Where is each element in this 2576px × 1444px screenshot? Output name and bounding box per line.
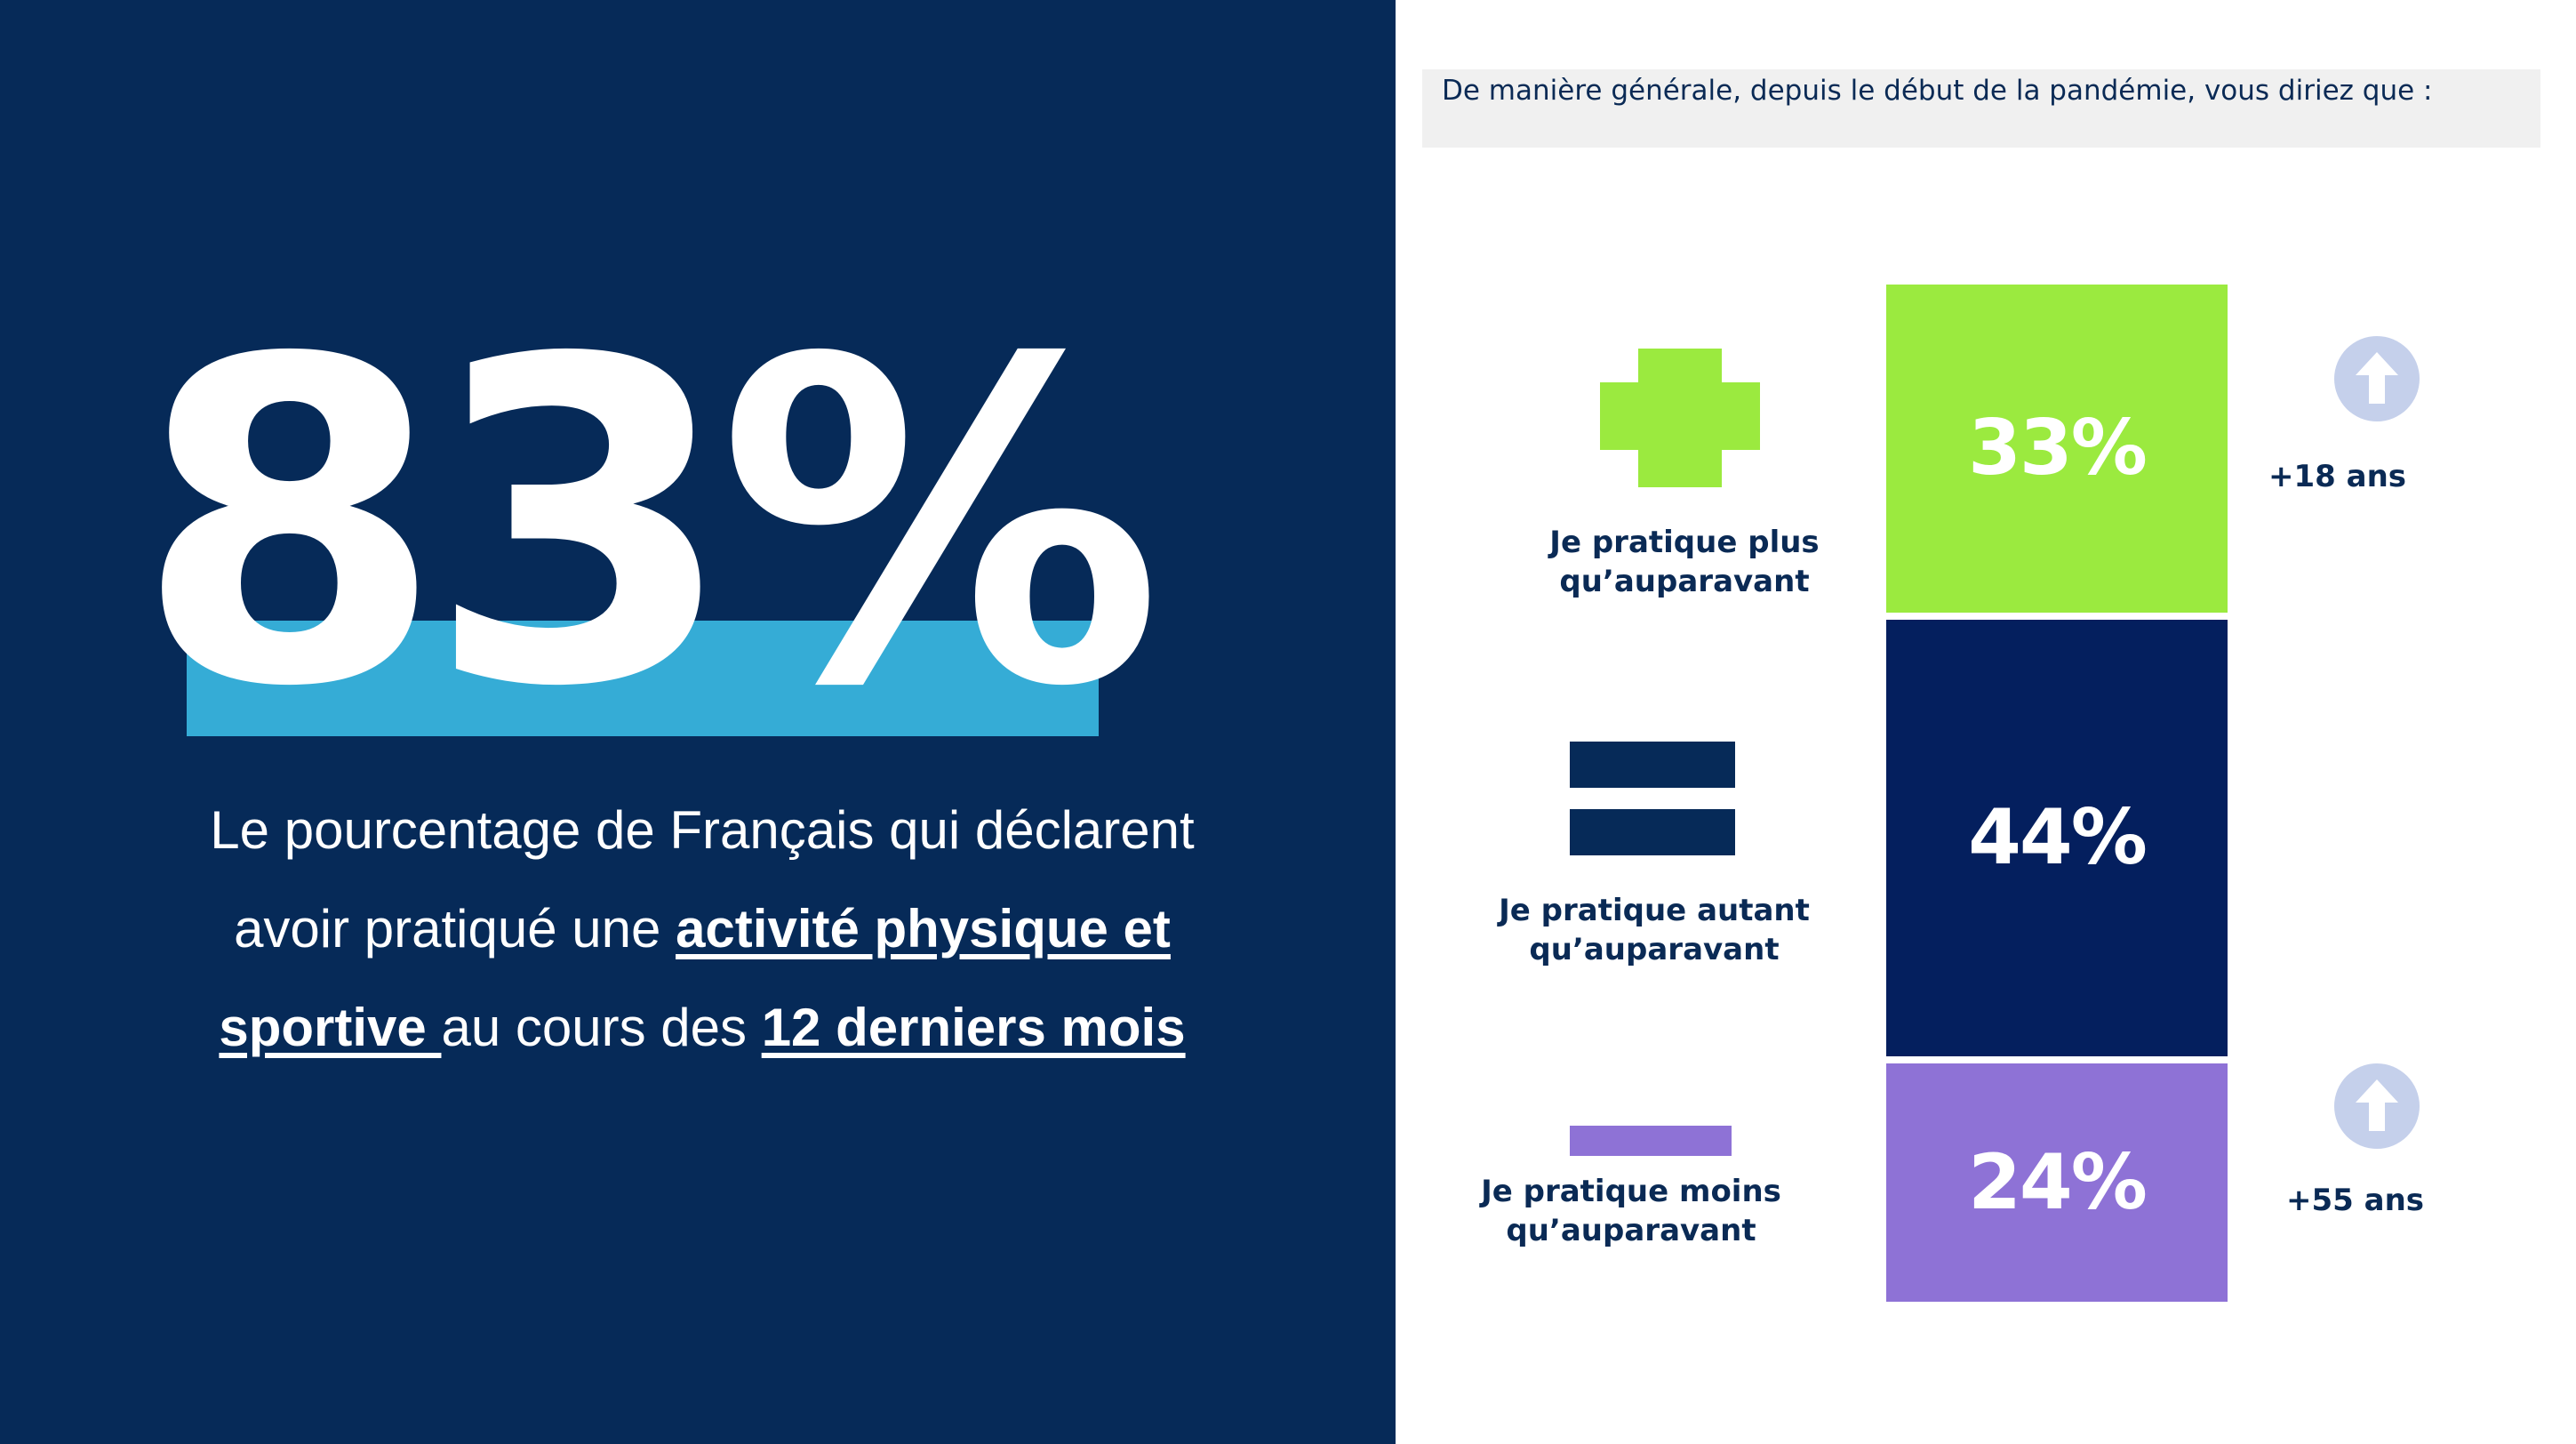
question-box bbox=[1422, 69, 2540, 148]
headline-statement: Le pourcentage de Français qui déclarent… bbox=[178, 781, 1227, 1077]
category-label-plus: Je pratique plus qu’auparavant bbox=[1549, 525, 1820, 599]
bar-label-minus: 24% bbox=[1968, 1137, 2148, 1227]
equals-icon bbox=[1570, 742, 1735, 855]
headline-percentage: 83% bbox=[134, 266, 1164, 783]
annotation-label-plus: +18 ans bbox=[2268, 459, 2407, 494]
statement-emphasis-period: 12 derniers mois bbox=[761, 998, 1186, 1057]
bar-label-plus: 33% bbox=[1968, 404, 2148, 493]
category-label-minus: Je pratique moins qu’auparavant bbox=[1481, 1174, 1781, 1248]
plus-icon bbox=[1600, 349, 1760, 487]
arrow-up-icon bbox=[2334, 336, 2420, 421]
bar-minus: 24% bbox=[1886, 1063, 2228, 1302]
annotation-label-minus: +55 ans bbox=[2286, 1183, 2425, 1218]
statement-text-2: au cours des bbox=[441, 998, 762, 1057]
survey-question: De manière générale, depuis le début de … bbox=[1442, 75, 2433, 107]
minus-icon bbox=[1570, 1126, 1732, 1156]
bar-label-equal: 44% bbox=[1968, 793, 2148, 883]
headline-highlight-band bbox=[187, 621, 1099, 736]
statement-emphasis-activity: activité physique et sportive bbox=[219, 899, 1171, 1057]
bar-plus: 33% bbox=[1886, 285, 2228, 613]
bar-equal: 44% bbox=[1886, 619, 2228, 1056]
arrow-up-icon bbox=[2334, 1063, 2420, 1149]
statement-text-1: Le pourcentage de Français qui déclarent… bbox=[210, 800, 1195, 959]
category-label-equal: Je pratique autant qu’auparavant bbox=[1499, 893, 1810, 967]
